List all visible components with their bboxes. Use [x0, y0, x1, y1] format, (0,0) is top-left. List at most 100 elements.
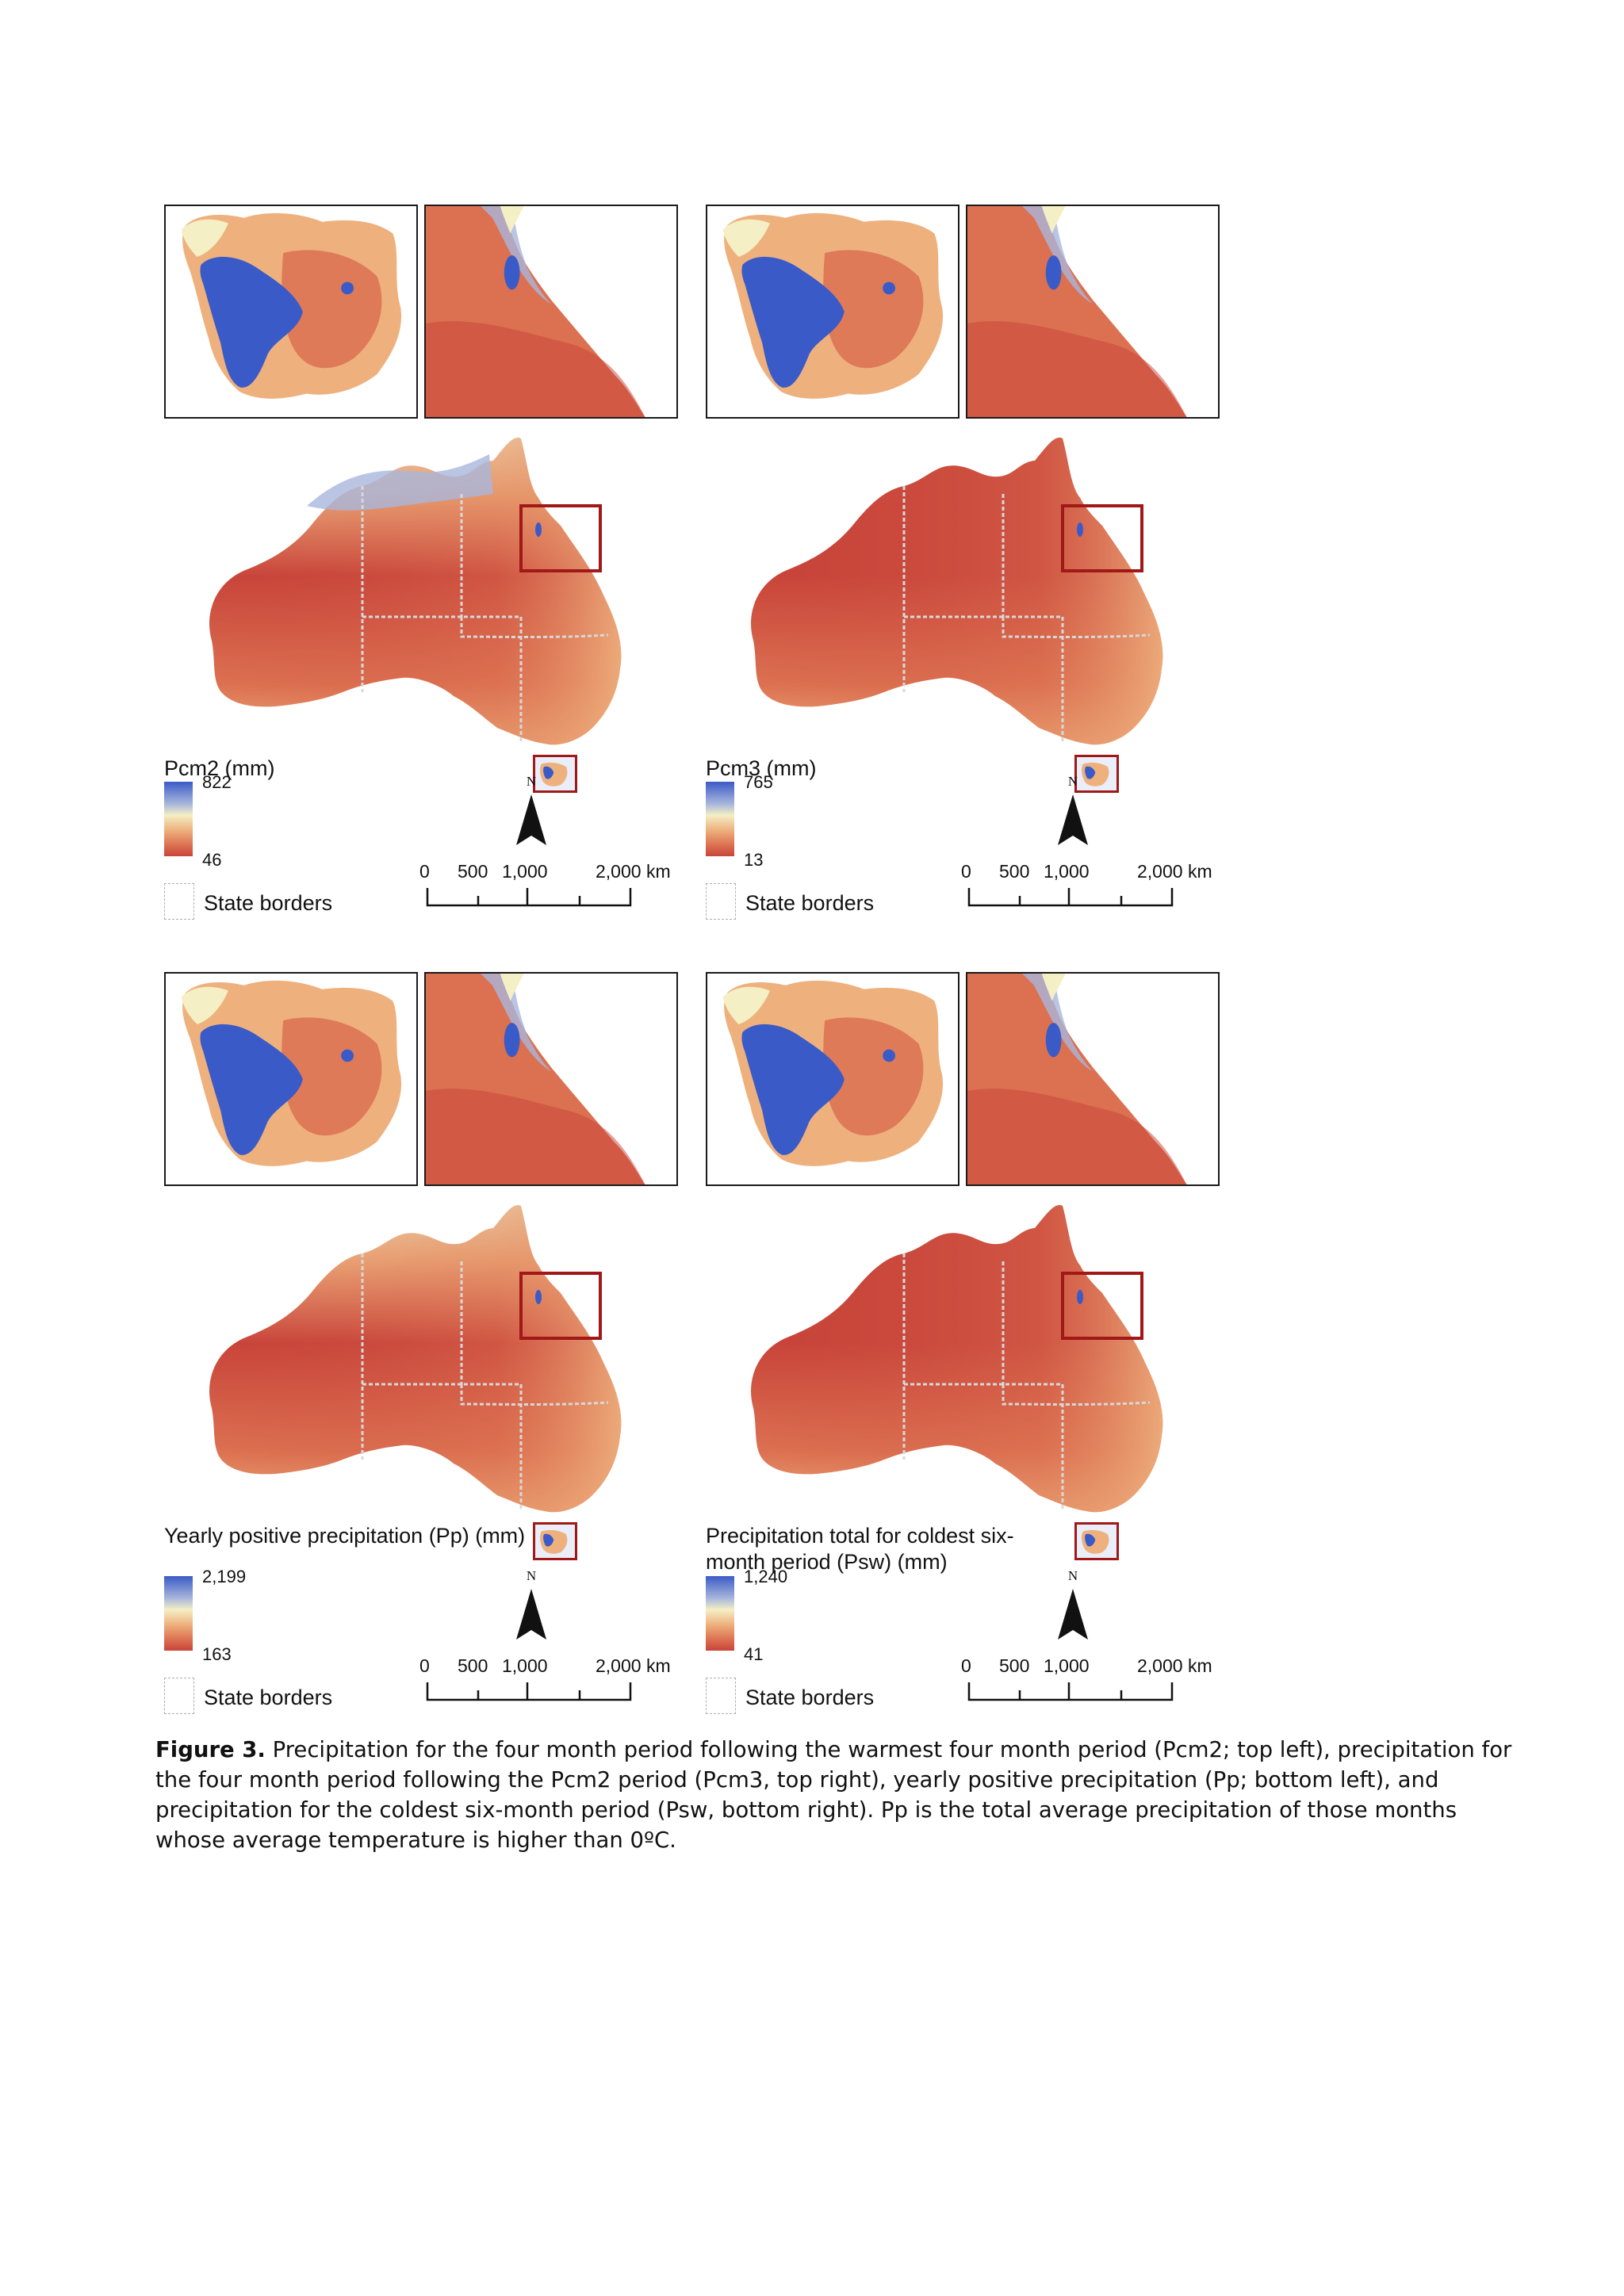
scale-label-0: 0	[961, 1655, 971, 1676]
scale-bar-graphic	[426, 888, 632, 907]
inset-queensland	[424, 972, 678, 1186]
scale-label-0: 0	[961, 861, 971, 882]
state-borders-label: State borders	[745, 1686, 875, 1709]
locator-inset	[1074, 755, 1119, 793]
australia-map	[180, 1198, 656, 1563]
north-arrow-icon	[1058, 794, 1088, 845]
scale-label-km: km	[1188, 1655, 1212, 1676]
north-arrow-icon	[1058, 1589, 1088, 1640]
scale-label-2000: 2,000	[1137, 861, 1183, 882]
north-label: N	[1067, 774, 1078, 789]
australia-map	[722, 430, 1197, 795]
locator-inset-map	[539, 1529, 568, 1554]
scale-bar-graphic	[967, 888, 1174, 907]
scale-bar: 0 500 1,000 2,000 km	[419, 1655, 684, 1711]
legend-min-value: 163	[202, 1644, 232, 1664]
inset-tasmania	[164, 205, 418, 419]
inset-extent-box	[519, 1272, 602, 1340]
australia-map-svg	[209, 1205, 622, 1513]
legend-min-value: 46	[202, 850, 222, 870]
north-arrow: N	[513, 774, 550, 850]
scale-label-0: 0	[419, 861, 430, 882]
north-arrow-icon	[516, 794, 546, 845]
scale-label-2000: 2,000	[1137, 1655, 1183, 1676]
locator-inset-map	[1081, 762, 1109, 786]
scale-label-500: 500	[458, 1655, 488, 1676]
locator-inset-map	[1081, 1529, 1109, 1554]
inset-tasmania	[706, 972, 959, 1186]
legend-min-value: 13	[744, 850, 764, 870]
inset-tasmania	[706, 205, 959, 419]
scale-label-1000: 1,000	[1044, 1655, 1090, 1676]
australia-map-svg	[751, 1205, 1163, 1513]
inset-extent-box	[1061, 1272, 1143, 1340]
legend-min-value: 41	[744, 1644, 764, 1664]
inset-queensland	[966, 972, 1220, 1186]
scale-label-500: 500	[458, 861, 488, 882]
legend-title: Yearly positive precipitation (Pp) (mm)	[164, 1524, 526, 1548]
north-arrow-icon	[516, 1589, 546, 1640]
state-borders-swatch	[164, 883, 194, 920]
legend-color-ramp	[164, 782, 193, 856]
state-borders-lines	[902, 1253, 1151, 1511]
scale-bar: 0 500 1,000 2,000 km	[961, 1655, 1225, 1711]
legend-title: Pcm2 (mm)	[164, 756, 275, 780]
inset-extent-box	[1061, 504, 1143, 572]
tasmania-inset-map	[707, 206, 958, 417]
scale-label-0: 0	[419, 1655, 430, 1676]
tasmania-inset-map	[707, 974, 958, 1184]
caption-text: Precipitation for the four month period …	[155, 1737, 1512, 1853]
queensland-inset-map	[426, 206, 676, 417]
locator-inset	[1074, 1522, 1119, 1560]
scale-label-1000: 1,000	[1044, 861, 1090, 882]
state-borders-lines	[361, 1253, 609, 1511]
scale-label-1000: 1,000	[502, 1655, 548, 1676]
legend-color-ramp	[164, 1576, 193, 1651]
inset-queensland	[966, 205, 1220, 419]
scale-label-km: km	[646, 1655, 671, 1676]
queensland-inset-map	[426, 974, 676, 1184]
queensland-inset-map	[967, 206, 1218, 417]
inset-tasmania	[164, 972, 418, 1186]
state-borders-lines	[902, 486, 1151, 744]
scale-label-500: 500	[999, 1655, 1030, 1676]
legend-color-ramp	[706, 782, 734, 856]
state-borders-swatch	[706, 883, 736, 920]
locator-inset-map	[539, 762, 568, 786]
australia-map	[722, 1198, 1197, 1563]
state-borders-swatch	[706, 1678, 736, 1714]
legend-max-value: 2,199	[202, 1567, 247, 1586]
north-arrow: N	[1055, 1568, 1091, 1644]
scale-bar-graphic	[426, 1682, 632, 1701]
state-borders-label: State borders	[204, 1686, 333, 1709]
inset-extent-box	[519, 504, 602, 572]
scale-label-1000: 1,000	[502, 861, 548, 882]
state-borders-lines	[361, 486, 609, 744]
scale-label-2000: 2,000	[596, 861, 642, 882]
north-label: N	[1067, 1568, 1078, 1583]
north-arrow: N	[1055, 774, 1091, 850]
legend-title: Pcm3 (mm)	[706, 756, 817, 780]
tasmania-inset-map	[166, 206, 416, 417]
scale-label-500: 500	[999, 861, 1030, 882]
legend-max-value: 1,240	[744, 1567, 788, 1586]
figure-caption: Figure 3. Precipitation for the four mon…	[155, 1735, 1519, 1855]
locator-inset	[533, 755, 577, 793]
inset-queensland	[424, 205, 678, 419]
legend-max-value: 822	[202, 772, 232, 792]
scale-bar: 0 500 1,000 2,000 km	[419, 861, 684, 916]
map-panel-psw: Precipitation total for coldest six-mont…	[706, 972, 1245, 1733]
scale-label-km: km	[646, 861, 671, 882]
australia-map-svg	[209, 438, 622, 745]
legend-max-value: 765	[744, 772, 773, 792]
caption-label: Figure 3.	[155, 1737, 266, 1762]
legend-title: Precipitation total for coldest six-mont…	[706, 1524, 1014, 1574]
australia-map	[180, 430, 656, 795]
queensland-inset-map	[967, 974, 1218, 1184]
north-arrow: N	[513, 1568, 550, 1644]
state-borders-swatch	[164, 1678, 194, 1714]
map-panel-pp: Yearly positive precipitation (Pp) (mm) …	[164, 972, 703, 1733]
tasmania-inset-map	[166, 974, 416, 1184]
scale-label-2000: 2,000	[596, 1655, 642, 1676]
scale-bar-graphic	[967, 1682, 1174, 1701]
